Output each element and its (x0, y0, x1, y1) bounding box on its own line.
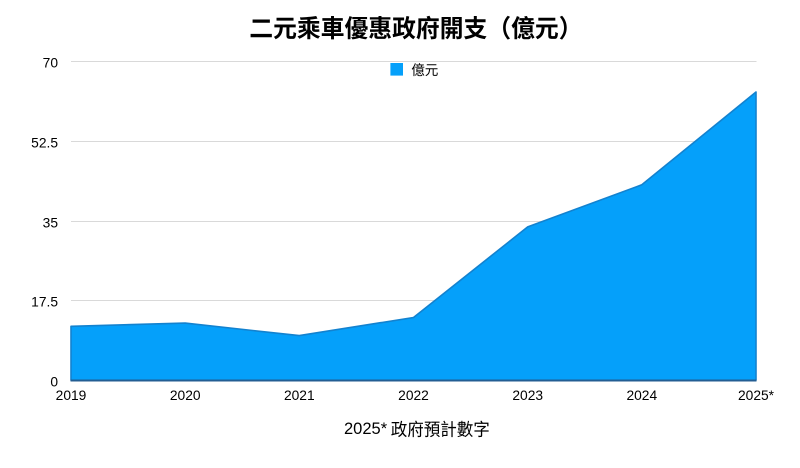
svg-text:2019: 2019 (56, 388, 87, 403)
svg-text:2025*: 2025* (344, 420, 388, 438)
svg-text:52.5: 52.5 (31, 135, 58, 150)
svg-text:0: 0 (50, 374, 58, 389)
svg-text:70: 70 (43, 55, 59, 70)
svg-text:2025*: 2025* (738, 388, 775, 403)
svg-text:2021: 2021 (284, 388, 315, 403)
svg-text:2020: 2020 (170, 388, 201, 403)
svg-text:2023: 2023 (512, 388, 543, 403)
svg-text:35: 35 (43, 215, 59, 230)
svg-text:17.5: 17.5 (31, 294, 58, 309)
svg-text:2022: 2022 (398, 388, 429, 403)
svg-text:2024: 2024 (626, 388, 657, 403)
